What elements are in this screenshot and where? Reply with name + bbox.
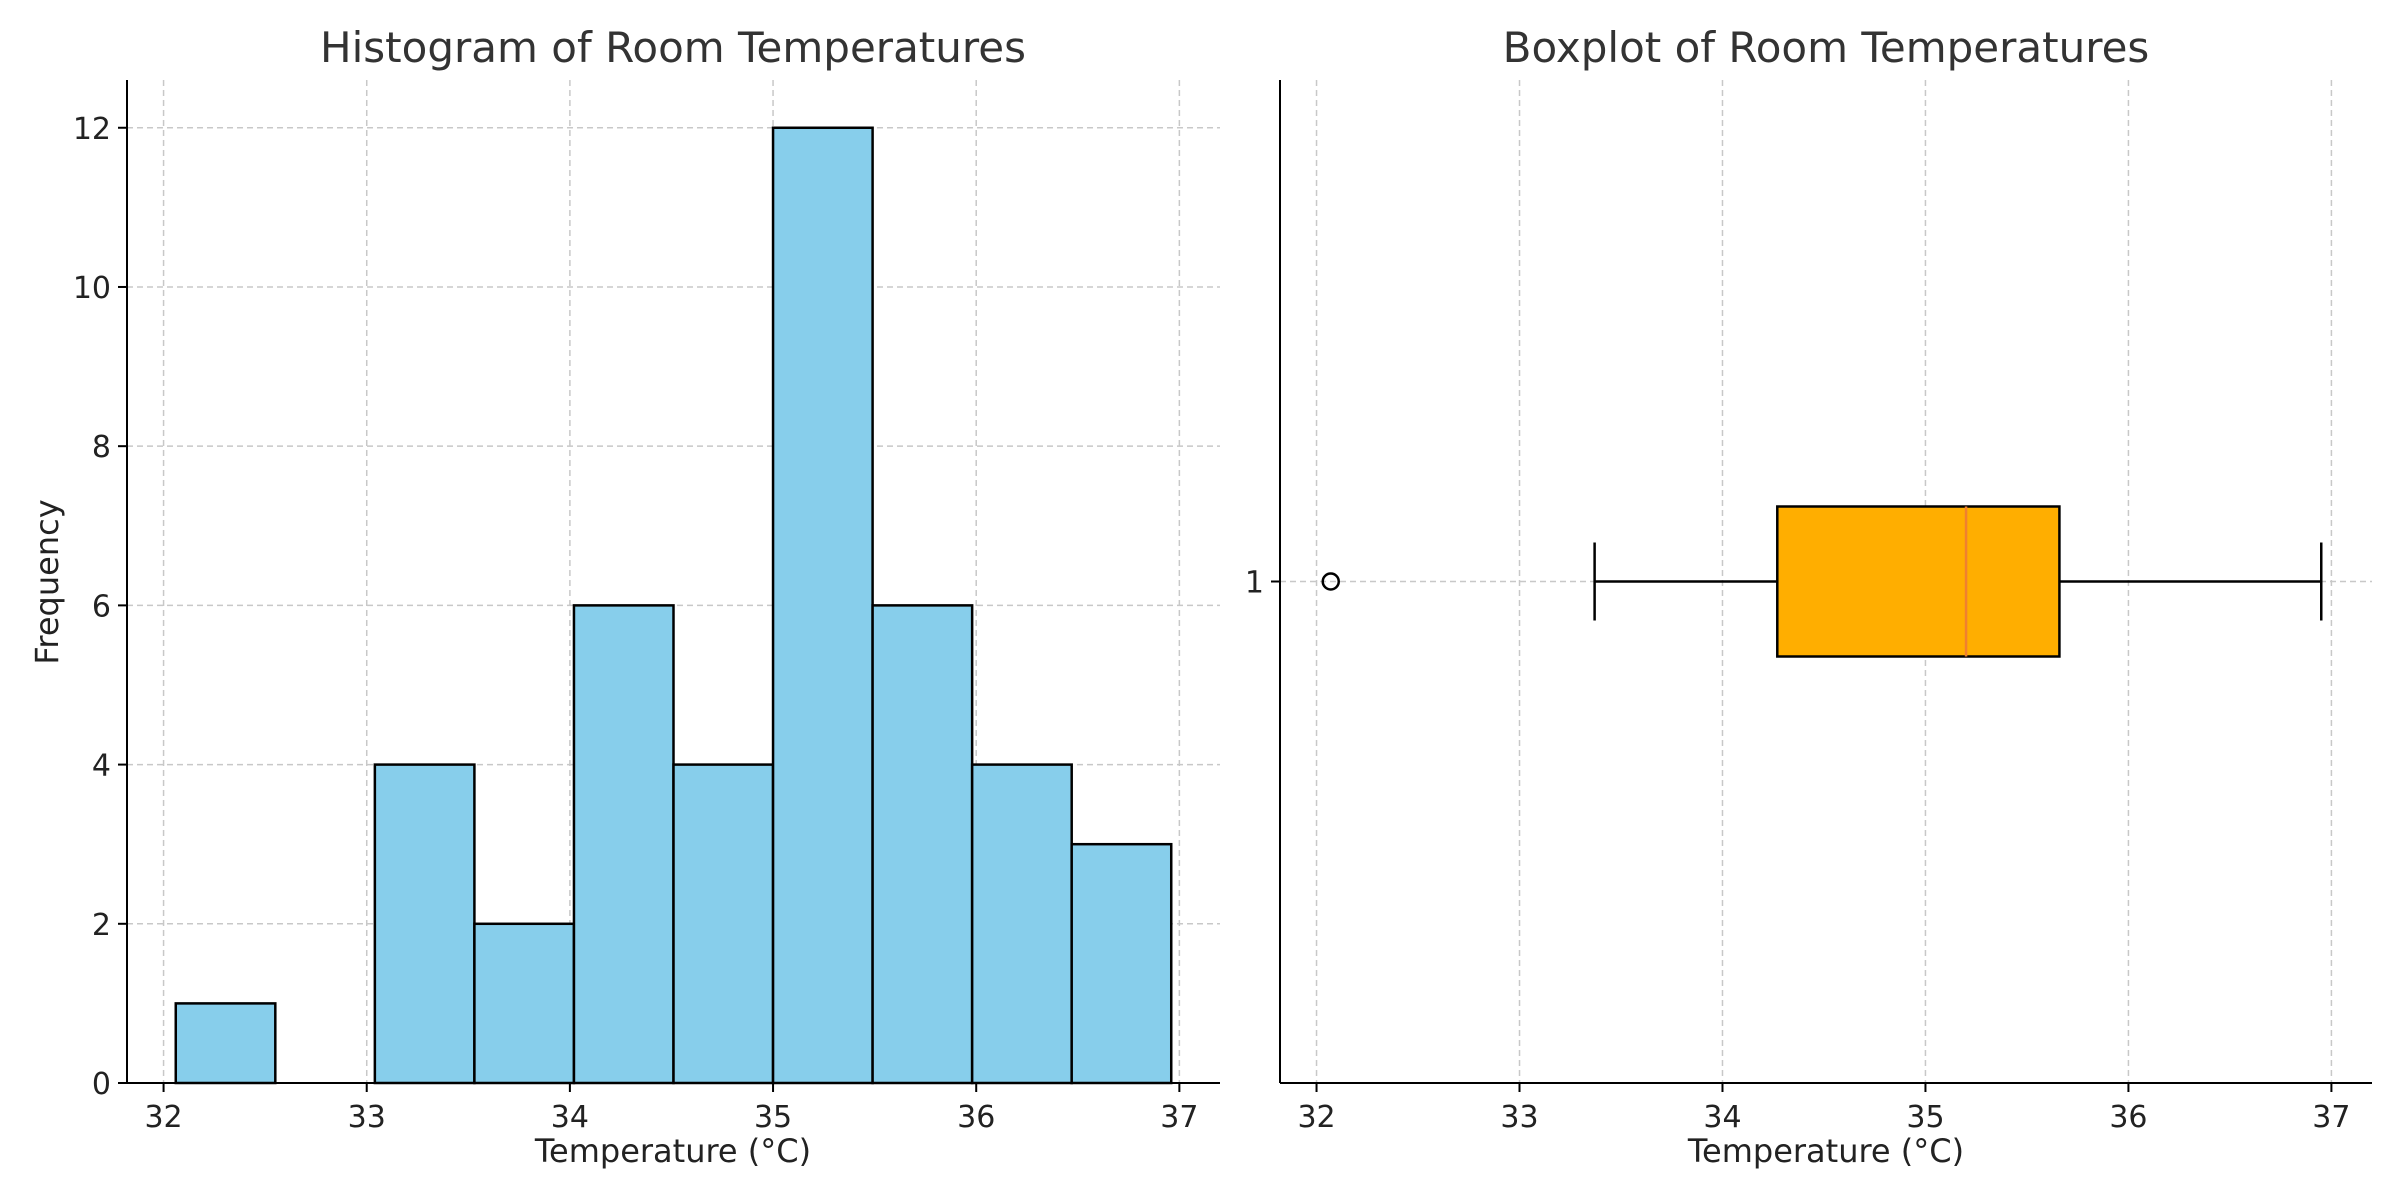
histogram-bar xyxy=(373,763,476,1085)
boxplot-x-tick-label: 37 xyxy=(2312,1100,2350,1135)
histogram-y-tick-label: 6 xyxy=(92,589,111,624)
boxplot-y-tick-label: 1 xyxy=(1245,566,1264,601)
histogram-y-tick-label: 2 xyxy=(92,908,111,943)
histogram-x-tick-label: 37 xyxy=(1160,1100,1198,1135)
boxplot-x-tick-label: 34 xyxy=(1703,1100,1741,1135)
boxplot-panel: 32 33 34 35 36 37 1 Boxplot of Room Temperatu… xyxy=(1245,23,2372,1170)
histogram-bar xyxy=(174,1002,277,1085)
histogram-bars xyxy=(174,126,1173,1085)
histogram-x-tick-label: 33 xyxy=(348,1100,386,1135)
boxplot-title: Boxplot of Room Temperatures xyxy=(1503,23,2150,72)
histogram-y-axis-label: Frequency xyxy=(28,499,66,664)
boxplot-x-tick-label: 32 xyxy=(1297,1100,1335,1135)
histogram-y-tick-label: 10 xyxy=(73,271,111,306)
boxplot-outlier xyxy=(1321,572,1340,591)
histogram-bar xyxy=(572,604,675,1085)
histogram-x-tick-label: 32 xyxy=(144,1100,182,1135)
histogram-bar xyxy=(771,126,874,1085)
boxplot-x-tick-label: 35 xyxy=(1906,1100,1944,1135)
histogram-x-tick-label: 36 xyxy=(957,1100,995,1135)
boxplot-y-ticks: 1 xyxy=(1245,566,1280,601)
histogram-y-tick-label: 0 xyxy=(92,1067,111,1102)
histogram-bar xyxy=(970,763,1073,1085)
histogram-x-ticks: 32 33 34 35 36 37 xyxy=(144,1083,1198,1135)
histogram-bar xyxy=(871,604,974,1085)
histogram-bar xyxy=(473,922,576,1085)
histogram-bar xyxy=(1070,842,1173,1085)
histogram-x-axis-label: Temperature (°C) xyxy=(534,1132,811,1170)
histogram-x-tick-label: 35 xyxy=(754,1100,792,1135)
histogram-x-tick-label: 34 xyxy=(551,1100,589,1135)
boxplot-x-tick-label: 33 xyxy=(1500,1100,1538,1135)
histogram-y-tick-label: 4 xyxy=(92,749,111,784)
boxplot-x-tick-label: 36 xyxy=(2109,1100,2147,1135)
boxplot-box xyxy=(1776,505,2061,658)
histogram-y-tick-label: 8 xyxy=(92,430,111,465)
histogram-title: Histogram of Room Temperatures xyxy=(320,23,1026,72)
histogram-y-ticks: 0 2 4 6 8 10 12 xyxy=(73,112,127,1102)
histogram-panel: 32 33 34 35 36 37 0 2 4 6 8 10 12 Histogram of Room… xyxy=(28,23,1220,1170)
boxplot-marks xyxy=(1321,505,2323,658)
histogram-y-tick-label: 12 xyxy=(73,112,111,147)
boxplot-x-axis-label: Temperature (°C) xyxy=(1687,1132,1964,1170)
histogram-bar xyxy=(672,763,775,1085)
boxplot-x-ticks: 32 33 34 35 36 37 xyxy=(1297,1083,2350,1135)
